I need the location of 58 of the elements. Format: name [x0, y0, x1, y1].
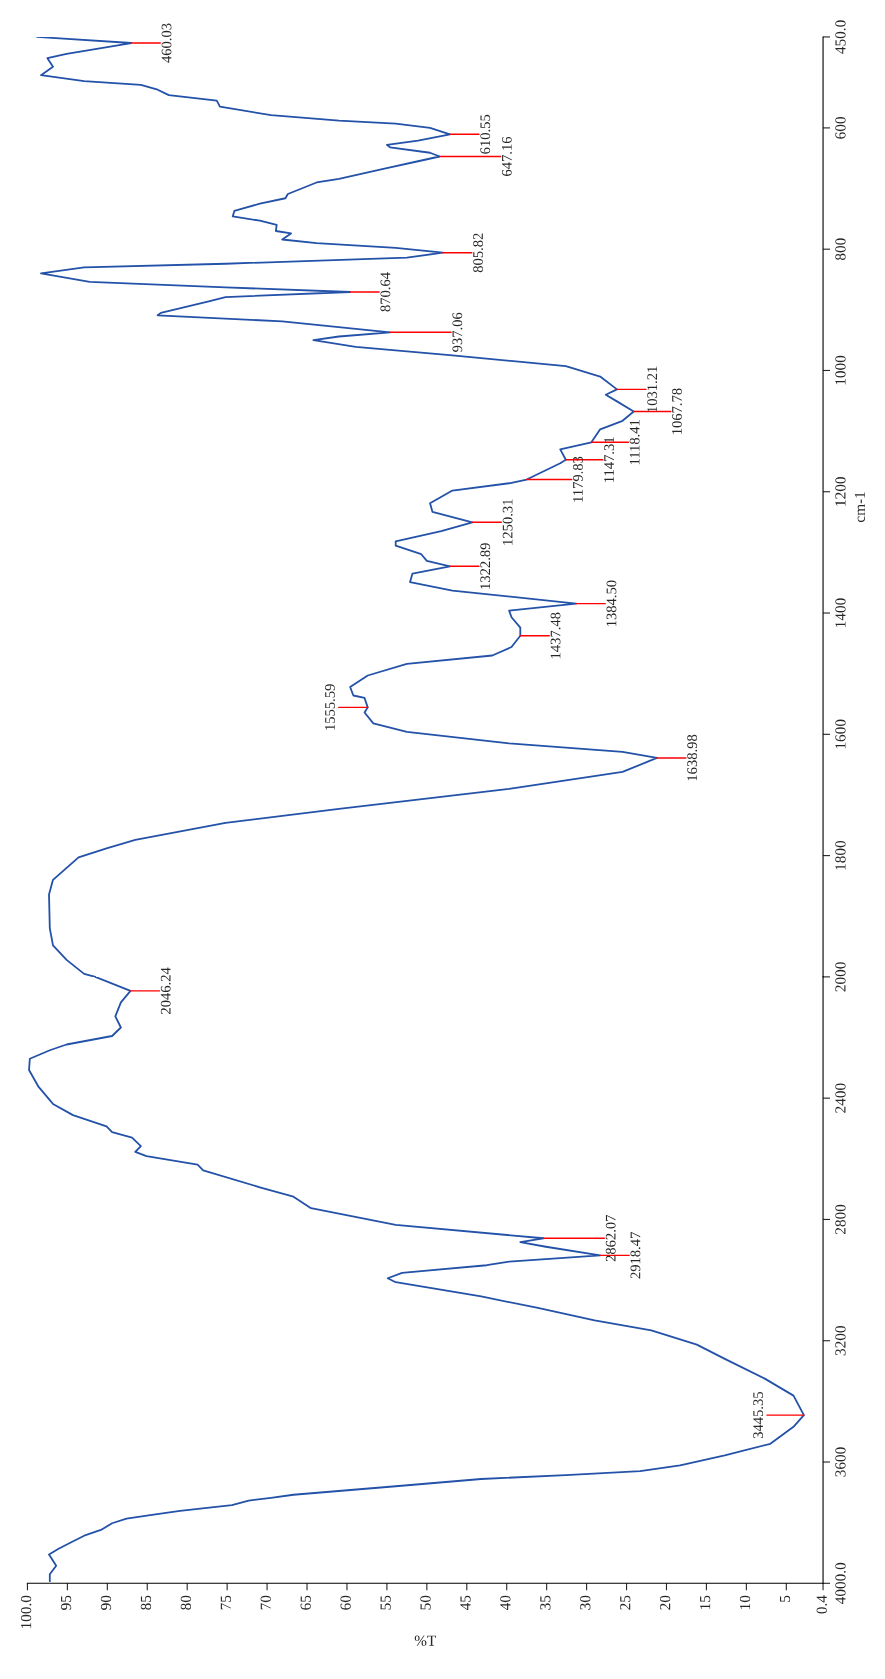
- x-tick-label: 85: [140, 1595, 152, 1610]
- annotation: 1118.41: [629, 420, 640, 465]
- annotation: 610.55: [480, 114, 491, 154]
- x-tick-label: 55: [380, 1595, 391, 1610]
- y-tick-label: 3600: [835, 1447, 846, 1477]
- y-tick-label: 600: [835, 117, 846, 139]
- x-tick-label: 60: [340, 1595, 351, 1610]
- x-tick-label: 45: [460, 1595, 471, 1611]
- y-tick-label: 1200: [835, 477, 846, 506]
- x-tick-label: 90: [100, 1595, 112, 1610]
- y-axis-title: cm-1: [854, 492, 866, 523]
- annotation: 1638.98: [687, 734, 698, 781]
- x-tick-label: 25: [620, 1595, 631, 1610]
- annotation: 870.64: [380, 272, 391, 312]
- x-tick-label: 0.4: [816, 1595, 827, 1614]
- x-tick-label: 70: [260, 1595, 271, 1610]
- x-tick-label: 5: [779, 1595, 791, 1602]
- x-tick-label: 20: [660, 1595, 671, 1610]
- x-tick-label: 95: [60, 1595, 72, 1610]
- y-tick-label: 1000: [835, 355, 846, 385]
- y-tick-label: 800: [835, 238, 846, 261]
- x-tick-label: 50: [420, 1595, 431, 1610]
- annotation: 1147.31: [604, 437, 615, 482]
- y-tick-label: 450.0: [835, 20, 846, 54]
- y-tick-label: 1800: [835, 840, 846, 870]
- y-tick-label: 4000.0: [835, 1562, 846, 1605]
- x-tick-label: 10: [739, 1595, 751, 1610]
- annotation: 1031.21: [647, 366, 658, 412]
- annotation: 1384.50: [606, 580, 617, 627]
- annotation: 937.06: [452, 312, 463, 352]
- y-tick-label: 3200: [835, 1326, 846, 1356]
- annotation: 3445.35: [753, 1391, 764, 1439]
- y-tick-label: 2800: [835, 1204, 846, 1235]
- y-tick-label: 1400: [835, 598, 846, 627]
- annotation: 460.03: [161, 23, 172, 63]
- annotation: 1067.78: [672, 388, 682, 434]
- annotation: 1179.83: [573, 456, 583, 502]
- x-tick-label: 75: [220, 1595, 231, 1610]
- annotation: 805.82: [473, 233, 484, 273]
- x-tick-label: 30: [580, 1595, 591, 1610]
- annotation: 2046.24: [160, 967, 171, 1014]
- annotation: 1555.59: [325, 684, 335, 730]
- annotation: 1250.31: [502, 499, 513, 545]
- annotation: 1322.89: [480, 543, 491, 589]
- x-tick-label: 65: [300, 1595, 311, 1610]
- x-tick-label: 100.0: [20, 1595, 32, 1629]
- x-tick-label: 40: [500, 1595, 511, 1611]
- annotation: 2918.47: [630, 1232, 641, 1279]
- x-tick-label: 80: [180, 1595, 192, 1610]
- x-axis-title: %T: [414, 1635, 437, 1646]
- y-tick-label: 2000: [835, 962, 846, 992]
- x-tick-label: 15: [700, 1595, 711, 1610]
- annotation: 647.16: [501, 136, 512, 176]
- annotation: 1437.48: [550, 612, 561, 659]
- x-tick-label: 35: [540, 1595, 551, 1610]
- y-tick-label: 1600: [835, 719, 846, 749]
- annotation: 2862.07: [605, 1214, 616, 1262]
- y-tick-label: 2400: [835, 1083, 846, 1113]
